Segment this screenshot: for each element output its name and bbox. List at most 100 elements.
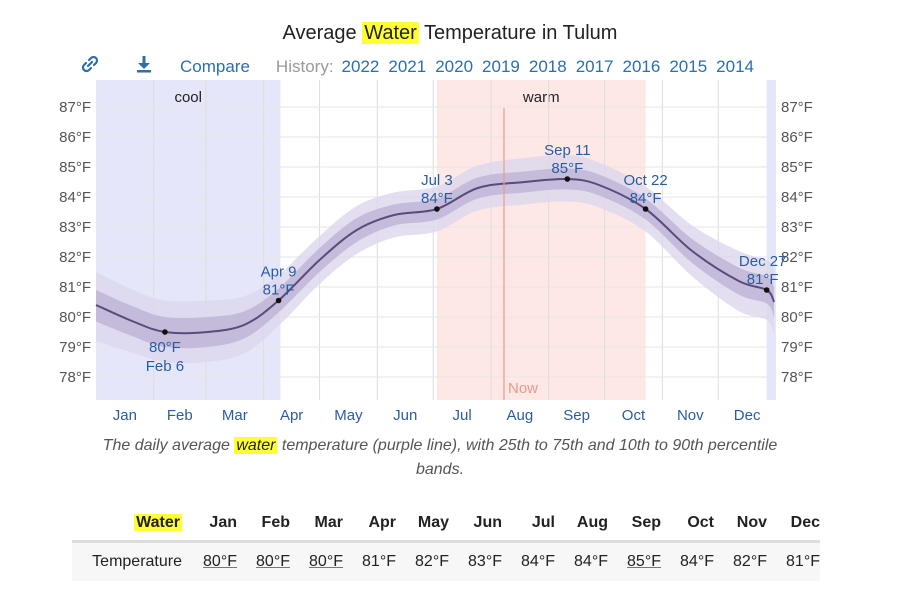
y-tick-label-left: 78°F	[59, 369, 91, 386]
table-temp-cell: 84°F	[661, 541, 714, 581]
table-temp-cell[interactable]: 80°F	[184, 541, 237, 581]
y-tick-label-left: 81°F	[59, 279, 91, 296]
x-tick-label: Mar	[222, 407, 248, 424]
annotation-date: Sep 11	[544, 142, 590, 159]
table-month-header: Sep	[631, 514, 661, 531]
table-month-header: Jan	[209, 514, 237, 531]
y-tick-label-right: 78°F	[781, 369, 813, 386]
annotation-point	[564, 176, 571, 182]
annotation-date: Feb 6	[146, 358, 184, 375]
history-year-link[interactable]: 2016	[622, 56, 661, 76]
download-icon[interactable]	[134, 55, 154, 78]
history-year-link[interactable]: 2015	[669, 56, 708, 76]
y-tick-label-left: 83°F	[59, 219, 91, 236]
table-month-header: Nov	[736, 514, 767, 531]
table-temp-cell[interactable]: 80°F	[290, 541, 343, 581]
annotation-date: Dec 27	[739, 253, 787, 270]
table-temp-cell: 83°F	[449, 541, 502, 581]
table-temp-cell: 82°F	[396, 541, 449, 581]
x-tick-label: Oct	[622, 407, 646, 424]
annotation-point	[162, 329, 168, 335]
y-tick-label-left: 86°F	[59, 129, 91, 146]
x-tick-label: Dec	[734, 407, 761, 424]
caption-highlight: water	[234, 437, 278, 454]
table-row: Temperature 80°F 80°F 80°F 81°F 82°F 83°F 84°F…	[72, 541, 820, 581]
caption-pre: The daily average	[102, 437, 235, 454]
x-tick-label: Jan	[113, 407, 137, 424]
table-month-header: Aug	[576, 514, 608, 531]
annotation-date: Jul 3	[421, 172, 453, 189]
table-month-header: Feb	[261, 514, 290, 531]
y-tick-label-right: 80°F	[781, 309, 813, 326]
annotation-date: Apr 9	[261, 264, 297, 281]
y-tick-label-right: 86°F	[781, 129, 813, 146]
table-temp-cell: 81°F	[343, 541, 396, 581]
table-month-header: Mar	[314, 514, 343, 531]
table-month-header: Jun	[473, 514, 502, 531]
table-temp-cell: 84°F	[555, 541, 608, 581]
table-temp-cell: 82°F	[714, 541, 767, 581]
season-label: cool	[174, 89, 202, 106]
history-year-link[interactable]: 2017	[575, 56, 614, 76]
history-year-link[interactable]: 2019	[482, 56, 520, 76]
table-temp-cell[interactable]: 85°F	[608, 541, 661, 581]
annotation-date: Oct 22	[623, 172, 667, 189]
row-label: Temperature	[72, 541, 184, 581]
table-temp-cell[interactable]: 80°F	[237, 541, 290, 581]
caption-post: temperature (purple line), with 25th to …	[277, 437, 778, 478]
table-month-header: Dec	[790, 514, 820, 531]
annotation-temp: 80°F	[149, 339, 181, 356]
title-post: Temperature in Tulum	[418, 22, 618, 44]
y-tick-label-left: 87°F	[59, 99, 91, 116]
history-label: History:	[275, 56, 334, 76]
y-tick-label-left: 82°F	[59, 249, 91, 266]
history-years: 2022 2021 2020 2019 2018 2017 2016 2015 2014	[342, 57, 763, 77]
y-tick-label-left: 80°F	[59, 309, 91, 326]
table-month-header: Jul	[531, 514, 555, 531]
water-highlight: Water	[134, 514, 182, 531]
table-month-header: May	[417, 514, 449, 531]
history-year-link[interactable]: 2020	[435, 56, 474, 76]
y-tick-label-right: 87°F	[781, 99, 813, 116]
x-tick-label: Jul	[452, 407, 471, 424]
title-highlight: Water	[362, 22, 419, 44]
y-tick-label-right: 84°F	[781, 189, 813, 206]
x-tick-label: Nov	[677, 407, 704, 424]
annotation-point	[275, 297, 282, 304]
y-tick-label-right: 83°F	[781, 219, 813, 236]
link-icon[interactable]	[80, 55, 100, 78]
compare-link[interactable]: Compare	[180, 56, 250, 76]
table-temp-cell: 84°F	[502, 541, 555, 581]
chart-caption: The daily average water temperature (pur…	[80, 434, 800, 482]
table-header-row: Water Jan Feb Mar Apr May Jun Jul Aug Sep Oct Nov D…	[72, 510, 820, 542]
y-tick-label-right: 79°F	[781, 339, 813, 356]
y-tick-label-right: 81°F	[781, 279, 813, 296]
annotation-point	[434, 206, 440, 212]
y-tick-label-left: 84°F	[59, 189, 91, 206]
season-band-warm	[436, 80, 646, 400]
annotation-point	[763, 287, 770, 293]
annotation-temp: 81°F	[263, 282, 295, 299]
history-year-link[interactable]: 2014	[716, 56, 754, 76]
history-year-link[interactable]: 2022	[341, 56, 380, 76]
annotation-temp: 85°F	[551, 160, 583, 177]
y-tick-label-left: 79°F	[59, 339, 91, 356]
now-label: Now	[508, 380, 538, 397]
x-tick-label: Sep	[563, 407, 590, 424]
monthly-table: Water Jan Feb Mar Apr May Jun Jul Aug Sep Oct Nov D…	[72, 510, 820, 581]
x-tick-label: May	[334, 407, 363, 424]
title-pre: Average	[282, 22, 363, 44]
season-band-cool	[766, 80, 776, 400]
y-tick-label-right: 85°F	[781, 159, 813, 176]
history-year-link[interactable]: 2021	[388, 56, 427, 76]
history-year-link[interactable]: 2018	[528, 56, 567, 76]
table-temp-cell: 81°F	[767, 541, 820, 581]
x-tick-label: Feb	[167, 407, 193, 424]
chart-title: Average Water Temperature in Tulum	[0, 22, 900, 45]
table-month-header: Oct	[687, 514, 714, 531]
annotation-temp: 84°F	[421, 190, 453, 207]
x-tick-label: Apr	[280, 407, 303, 424]
annotation-temp: 84°F	[630, 190, 662, 207]
annotation-temp: 81°F	[747, 271, 779, 288]
